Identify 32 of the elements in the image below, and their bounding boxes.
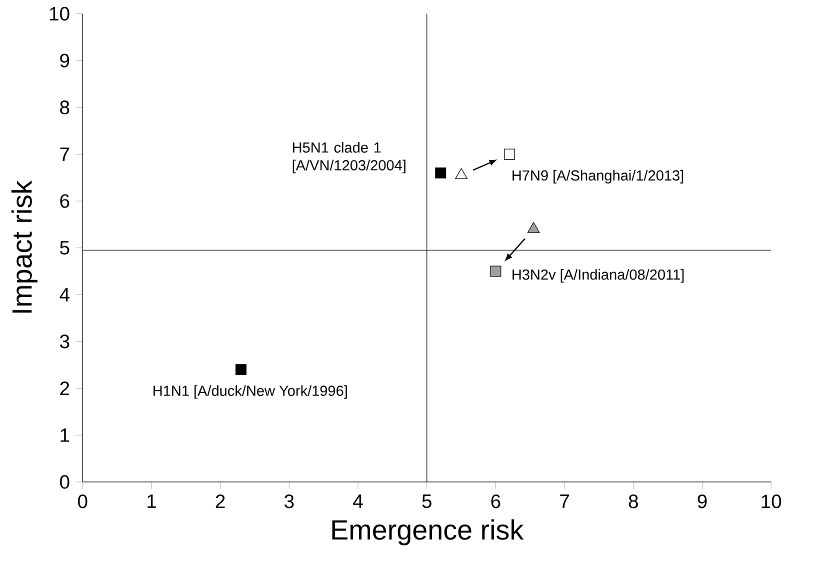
y-tick-label: 0 [60,475,70,489]
x-tick-label: 5 [422,494,432,508]
x-tick-label: 0 [78,494,88,508]
y-tick-label: 8 [60,100,70,114]
point [504,148,515,160]
y-tick-label: 10 [50,6,70,21]
annotation: H3N2v [A/Indiana/08/2011] [512,269,684,283]
y-axis-title: Impact risk [11,180,38,313]
x-tick-label: 3 [284,494,294,508]
y-tick-label: 2 [60,381,70,395]
annotation: H5N1 clade 1 [A/VN/1203/2004] [292,142,406,174]
x-tick-label: 10 [762,494,782,508]
x-tick-label: 6 [491,494,500,508]
y-tick-label: 1 [60,428,70,442]
y-tick-label: 4 [60,288,70,302]
y-tick-label: 9 [60,54,70,68]
x-axis-title: Emergence risk [332,519,524,546]
x-tick-label: 9 [698,494,707,508]
x-tick-label: 7 [560,494,569,508]
y-tick-label: 3 [60,334,70,348]
annotation: H1N1 [A/duck/New York/1996] [154,385,347,399]
x-tick-label: 4 [353,494,363,508]
x-tick-label: 8 [628,494,638,508]
y-tick-label: 7 [60,148,70,161]
point [235,364,246,375]
annotation: H7N9 [A/Shanghai/1/2013] [512,170,684,184]
x-tick-label: 1 [148,494,156,508]
point [490,266,502,277]
y-tick-label: 5 [60,241,70,255]
point [435,167,446,178]
y-tick-label: 6 [60,194,70,208]
x-tick-label: 2 [216,494,225,508]
